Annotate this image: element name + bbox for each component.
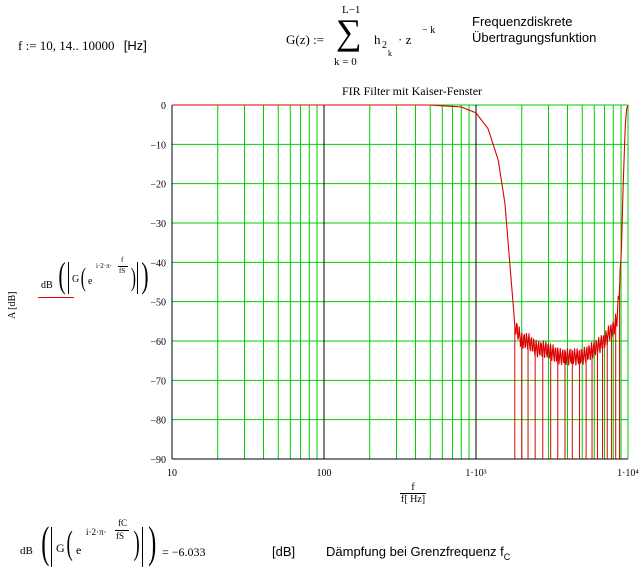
y-axis-inner-paren-close: )	[130, 263, 136, 292]
y-axis-exponent: i·2·π·	[96, 262, 112, 270]
y-axis-label-a: A [dB]	[7, 291, 18, 320]
cutoff-e: e	[76, 543, 82, 557]
y-tick-label: −70	[150, 376, 166, 387]
cutoff-description-sub: C	[503, 552, 511, 562]
y-axis-e: e	[88, 276, 93, 287]
sum-coefficient: h	[374, 32, 381, 47]
sum-coefficient-sub: 2	[382, 40, 387, 51]
y-tick-label: −30	[150, 219, 166, 230]
y-axis-inner-paren: (	[80, 263, 86, 292]
y-tick-label: −60	[150, 337, 166, 348]
cutoff-paren-close: )	[148, 518, 157, 567]
y-axis-frac-bar	[118, 266, 128, 267]
description-line-1: Frequenzdiskrete	[472, 14, 573, 29]
y-axis-g: G	[72, 274, 80, 285]
cutoff-db: dB	[20, 545, 33, 557]
cutoff-attenuation-formula: dB ( G ( e i·2·π· fC fS ) ) = −6.033	[14, 517, 244, 571]
y-tick-label: −50	[150, 298, 166, 309]
x-tick-label: 1·10³	[465, 468, 486, 479]
y-axis-paren-close: )	[141, 255, 149, 295]
grid-layer	[172, 104, 629, 460]
sum-lower-limit: k = 0	[334, 56, 357, 68]
cutoff-exponent: i·2·π·	[86, 527, 107, 537]
cutoff-frac-den: fS	[116, 531, 125, 541]
cutoff-paren-open: (	[41, 518, 50, 567]
cutoff-abs-right	[142, 527, 143, 567]
x-axis-label: f f[ Hz]	[390, 482, 436, 505]
description-line-2: Übertragungsfunktion	[472, 30, 597, 45]
cutoff-description: Dämpfung bei Grenzfrequenz fC	[326, 544, 511, 562]
x-axis-label-bar	[400, 493, 426, 494]
y-axis-paren-open: (	[58, 255, 66, 295]
cutoff-unit: [dB]	[272, 544, 296, 559]
y-axis-abs-bar-right	[137, 262, 138, 294]
cutoff-frac-bar	[115, 530, 129, 531]
transfer-function-lhs: G(z) :=	[286, 32, 325, 47]
y-axis-frac-den: fS	[119, 267, 126, 275]
z-term: · z	[398, 32, 412, 47]
sum-coefficient-subsub: k	[388, 49, 392, 58]
y-tick-label: −20	[150, 180, 166, 191]
x-tick-label: 10	[167, 468, 177, 479]
transfer-function-description: Frequenzdiskrete Übertragungsfunktion	[472, 14, 596, 46]
cutoff-inner-paren: (	[66, 525, 73, 562]
response-series-line	[172, 104, 629, 366]
transfer-function-definition: G(z) := L−1 ∑ k = 0 h 2 k · z − k	[286, 4, 446, 74]
frequency-range-definition: f := 10, 14.. 10000 [Hz]	[18, 38, 147, 54]
x-axis-label-numerator: f	[411, 482, 415, 493]
sum-upper-limit: L−1	[342, 4, 361, 16]
cutoff-frac-num: fC	[118, 518, 127, 528]
y-axis-db: dB	[41, 280, 53, 291]
cutoff-abs-left	[51, 527, 52, 567]
y-axis-frac-num: f	[121, 256, 124, 264]
frequency-unit: [Hz]	[123, 38, 147, 53]
cutoff-g: G	[56, 541, 65, 555]
chart-title: FIR Filter mit Kaiser-Fenster	[342, 84, 482, 98]
z-exponent: − k	[422, 25, 436, 36]
cutoff-description-text: Dämpfung bei Grenzfrequenz f	[326, 544, 504, 559]
cutoff-inner-paren-close: )	[133, 525, 140, 562]
y-axis-expression: dB ( G ( e i·2·π· f fS ) )	[38, 250, 158, 310]
y-axis-abs-bar-left	[68, 262, 69, 294]
y-tick-label: −90	[150, 455, 166, 466]
y-tick-label: −40	[150, 258, 166, 269]
cutoff-result: = −6.033	[162, 545, 206, 559]
x-tick-label: 1·10⁴	[617, 468, 639, 479]
x-axis-label-denominator: f[ Hz]	[400, 494, 426, 505]
y-tick-label: 0	[161, 101, 166, 112]
frequency-range-expression: f := 10, 14.. 10000	[18, 38, 115, 53]
y-axis-underline	[38, 297, 74, 298]
notch-layer	[514, 283, 621, 459]
x-tick-label: 100	[317, 468, 332, 479]
y-tick-label: −80	[150, 416, 166, 427]
axis-layer	[171, 105, 628, 460]
y-tick-label: −10	[150, 140, 166, 151]
sum-symbol: ∑	[336, 12, 362, 52]
fir-filter-chart: FIR Filter mit Kaiser-Fenster 0 −10 −20 −30…	[150, 84, 639, 479]
